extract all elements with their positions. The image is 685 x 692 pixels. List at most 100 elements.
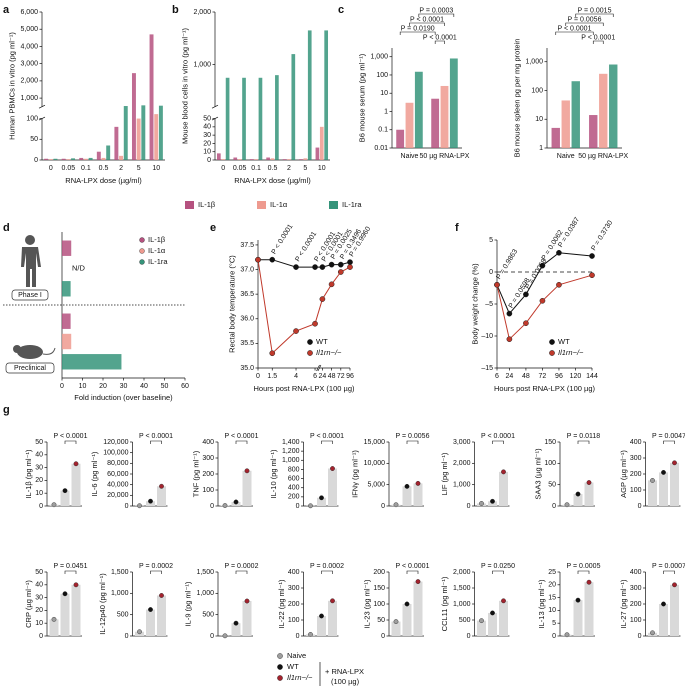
bar (254, 159, 258, 160)
legend-marker (139, 237, 145, 243)
significance-bracket (434, 40, 445, 44)
mean-dot (137, 503, 142, 509)
y-tick-label: 100 (26, 115, 38, 122)
y-tick-label: 400 (288, 569, 300, 576)
bar (266, 157, 270, 160)
mean-dot (62, 488, 68, 494)
bar (242, 601, 252, 636)
mean-dot (490, 498, 495, 504)
y-axis-label: B6 mouse serum (pg ml⁻¹) (357, 53, 366, 142)
point (269, 350, 276, 357)
y-axis-label: Body weight change (%) (470, 263, 479, 345)
y-tick-label: 6,000 (20, 9, 38, 16)
point (337, 261, 344, 268)
x-tick-label: 48 (522, 373, 530, 380)
bar (83, 158, 88, 160)
mean-dot (586, 579, 592, 585)
x-tick-label: 10 (152, 165, 160, 172)
bar (62, 333, 72, 350)
y-tick-label: 0 (296, 503, 300, 510)
y-tick-label: 30 (35, 594, 43, 601)
panel-label: g (3, 404, 10, 416)
y-tick-label: 400 (630, 439, 642, 446)
y-tick-label: 50 (377, 617, 385, 624)
y-tick-label: 200 (288, 601, 300, 608)
y-tick-label: –5 (485, 301, 493, 308)
human-icon (21, 235, 41, 287)
significance-bracket (64, 570, 77, 574)
y-tick-label: 1 (539, 145, 543, 152)
y-tick-label: 800 (288, 466, 300, 473)
mean-dot (661, 469, 666, 475)
x-axis-label: Hours post RNA-LPX (100 µg) (253, 384, 355, 393)
legend-label: Il1rn−/− (558, 348, 584, 357)
point (255, 256, 261, 263)
x-tick-label: 0.05 (62, 165, 76, 172)
mean-dot (308, 632, 313, 637)
y-tick-label: 100 (202, 487, 214, 494)
significance-bracket (592, 40, 604, 44)
bar (242, 470, 252, 506)
significance-bracket (577, 570, 590, 574)
bar (157, 486, 166, 506)
y-tick-label: 4,000 (20, 43, 38, 50)
mean-dot (51, 616, 57, 622)
y-tick-label: 1,000 (111, 590, 129, 597)
x-tick-label: 72 (539, 373, 547, 380)
x-tick-label: 120 (570, 373, 582, 380)
p-value: P < 0.0001 (558, 25, 592, 32)
bar (573, 494, 583, 506)
y-axis-label: CRP (µg ml⁻¹) (24, 580, 33, 628)
point (337, 269, 344, 275)
point (556, 249, 562, 256)
y-tick-label: 0 (296, 633, 300, 640)
significance-bracket (409, 22, 445, 26)
y-tick-label: 600 (288, 475, 300, 482)
bar (413, 581, 423, 636)
legend-marker (139, 248, 145, 254)
bar (146, 609, 155, 636)
point (523, 320, 529, 327)
bar (328, 600, 337, 636)
y-tick-label: 100 (630, 617, 642, 624)
point (589, 253, 595, 259)
y-axis-label: IL-27 (pg ml⁻¹) (619, 579, 628, 628)
y-tick-label: 200 (373, 569, 385, 576)
p-value: P = 0.0056 (568, 16, 602, 23)
bar (319, 126, 324, 160)
mean-dot (233, 620, 239, 626)
significance-bracket (406, 570, 419, 574)
y-tick-label: 0 (552, 633, 556, 640)
y-tick-label: 2,000 (20, 78, 38, 85)
legend-label: IL-1β (148, 235, 166, 244)
y-axis-label: B6 mouse spleen pg per mg protein (512, 39, 521, 158)
y-tick-label: 200 (630, 471, 642, 478)
line (257, 259, 351, 355)
mean-dot (137, 629, 142, 635)
p-value: P < 0.0001 (54, 433, 88, 440)
y-tick-label: 2,000 (193, 9, 211, 16)
y-tick-label: 0 (39, 503, 43, 510)
bar (291, 54, 296, 160)
axis-break (316, 364, 320, 372)
bar (60, 490, 70, 506)
y-tick-label: 50 (35, 569, 43, 576)
x-tick-label: 24 (505, 373, 513, 380)
p-value: P < 0.0001 (310, 433, 344, 440)
y-tick-label: 300 (630, 455, 642, 462)
y-tick-label: 2,000 (453, 460, 471, 467)
y-tick-label: 1,500 (453, 585, 471, 592)
mean-dot (393, 619, 399, 624)
p-value: P = 0.0002 (139, 563, 173, 570)
bar (158, 105, 163, 160)
legend-label: WT (558, 337, 570, 346)
bar (287, 159, 291, 160)
mean-dot (575, 597, 581, 603)
y-tick-label: 1,500 (111, 569, 129, 576)
y-axis-label: AGP (µg ml⁻¹) (619, 450, 628, 498)
significance-bracket (663, 570, 675, 574)
y-tick-label: 40,000 (107, 482, 129, 489)
bar (237, 159, 242, 160)
y-tick-label: 50 (548, 482, 556, 489)
p-value: P = 0.0015 (578, 7, 612, 14)
